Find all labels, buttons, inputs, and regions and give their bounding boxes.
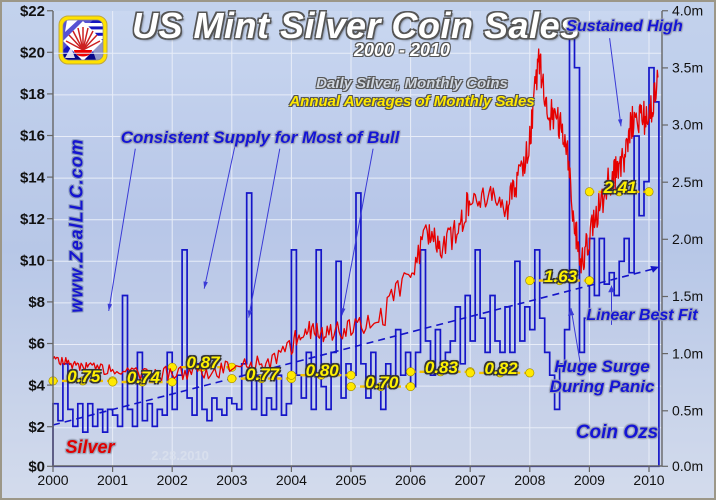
svg-text:2010: 2010	[633, 472, 664, 488]
svg-text:2008: 2008	[514, 472, 545, 488]
svg-text:2004: 2004	[276, 472, 307, 488]
svg-text:2005: 2005	[335, 472, 366, 488]
svg-text:0.5m: 0.5m	[672, 403, 703, 419]
svg-text:$22: $22	[20, 3, 45, 20]
svg-text:2009: 2009	[574, 472, 605, 488]
svg-text:$10: $10	[20, 253, 45, 270]
svg-text:$16: $16	[20, 128, 45, 145]
svg-text:$20: $20	[20, 45, 45, 62]
svg-text:$18: $18	[20, 86, 45, 103]
svg-text:2.5m: 2.5m	[672, 174, 703, 190]
svg-text:2003: 2003	[216, 472, 247, 488]
svg-text:2001: 2001	[97, 472, 128, 488]
svg-text:$4: $4	[28, 377, 45, 394]
svg-text:4.0m: 4.0m	[672, 3, 703, 19]
svg-text:3.5m: 3.5m	[672, 60, 703, 76]
svg-text:3.0m: 3.0m	[672, 117, 703, 133]
svg-text:2006: 2006	[395, 472, 426, 488]
svg-text:1.0m: 1.0m	[672, 345, 703, 361]
svg-text:$12: $12	[20, 211, 45, 228]
svg-text:$14: $14	[20, 169, 46, 186]
svg-text:$6: $6	[28, 336, 45, 353]
svg-text:2000: 2000	[37, 472, 68, 488]
svg-text:$2: $2	[28, 419, 45, 436]
svg-text:$8: $8	[28, 294, 45, 311]
svg-text:2.0m: 2.0m	[672, 231, 703, 247]
svg-text:0.0m: 0.0m	[672, 458, 703, 474]
svg-text:2002: 2002	[157, 472, 188, 488]
svg-text:2007: 2007	[455, 472, 486, 488]
svg-text:1.5m: 1.5m	[672, 288, 703, 304]
